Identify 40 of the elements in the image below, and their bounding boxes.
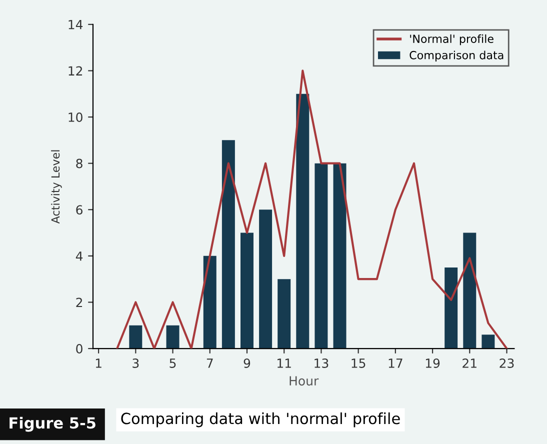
y-axis-title: Activity Level	[51, 150, 62, 224]
line-series	[116, 70, 508, 349]
x-tick-label: 3	[132, 358, 139, 368]
y-tick-label: 12	[68, 66, 82, 76]
y-tick-label: 6	[76, 205, 82, 215]
bar	[482, 334, 495, 349]
x-tick-label: 1	[96, 358, 102, 368]
y-tick-label: 0	[76, 344, 82, 354]
bar	[333, 163, 346, 349]
bar	[278, 279, 291, 349]
y-tick-label: 4	[76, 252, 83, 261]
x-tick-label: 15	[352, 358, 366, 368]
bar	[444, 268, 458, 349]
bar	[166, 325, 180, 349]
x-tick-label: 5	[170, 358, 176, 368]
bar	[129, 325, 142, 349]
x-tick-label: 13	[314, 358, 328, 368]
bar	[296, 94, 310, 349]
x-tick-label: 21	[462, 358, 476, 368]
bar	[222, 140, 235, 349]
bar	[314, 163, 328, 349]
y-tick-label: 10	[68, 112, 82, 122]
bar	[259, 210, 272, 349]
bar	[240, 232, 254, 349]
x-axis-title: Hour	[290, 376, 319, 386]
y-tick-label: 8	[76, 158, 82, 168]
bar	[463, 232, 476, 349]
text: Comparing data with 'normal' profile	[121, 412, 400, 428]
x-tick-label: 17	[388, 358, 402, 368]
x-tick-label: 19	[426, 358, 440, 368]
x-tick-label: 23	[500, 358, 514, 368]
bar	[203, 256, 216, 349]
y-tick-label: 2	[76, 298, 82, 307]
x-tick-label: 11	[278, 358, 291, 368]
caption: Figure 5-5	[10, 416, 96, 432]
x-tick-label: 7	[206, 358, 213, 368]
legend-label: Comparison data	[410, 50, 504, 62]
legend-label: 'Normal' profile	[410, 34, 494, 46]
y-tick-label: 14	[68, 20, 83, 30]
x-tick-label: 9	[244, 358, 250, 368]
